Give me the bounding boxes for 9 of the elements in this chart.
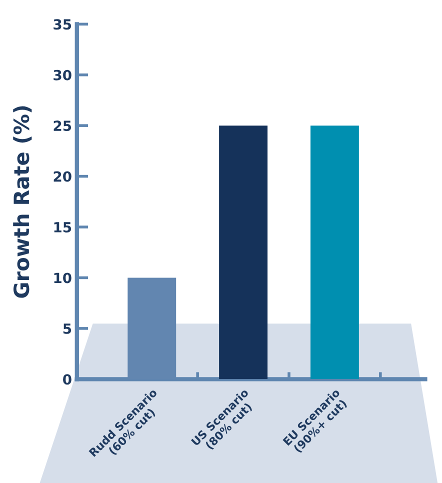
y-tick-label: 0 [63,374,72,385]
y-axis-title: Growth Rate (%) [13,106,32,298]
y-tick-label: 5 [63,324,72,334]
y-tick-label: 10 [54,272,72,284]
y-tick-label: 25 [54,120,72,132]
y-tick-label: 30 [54,70,72,80]
y-tick-label: 15 [54,222,72,232]
y-tick-label: 35 [54,19,72,30]
y-tick-label: 20 [54,171,72,182]
